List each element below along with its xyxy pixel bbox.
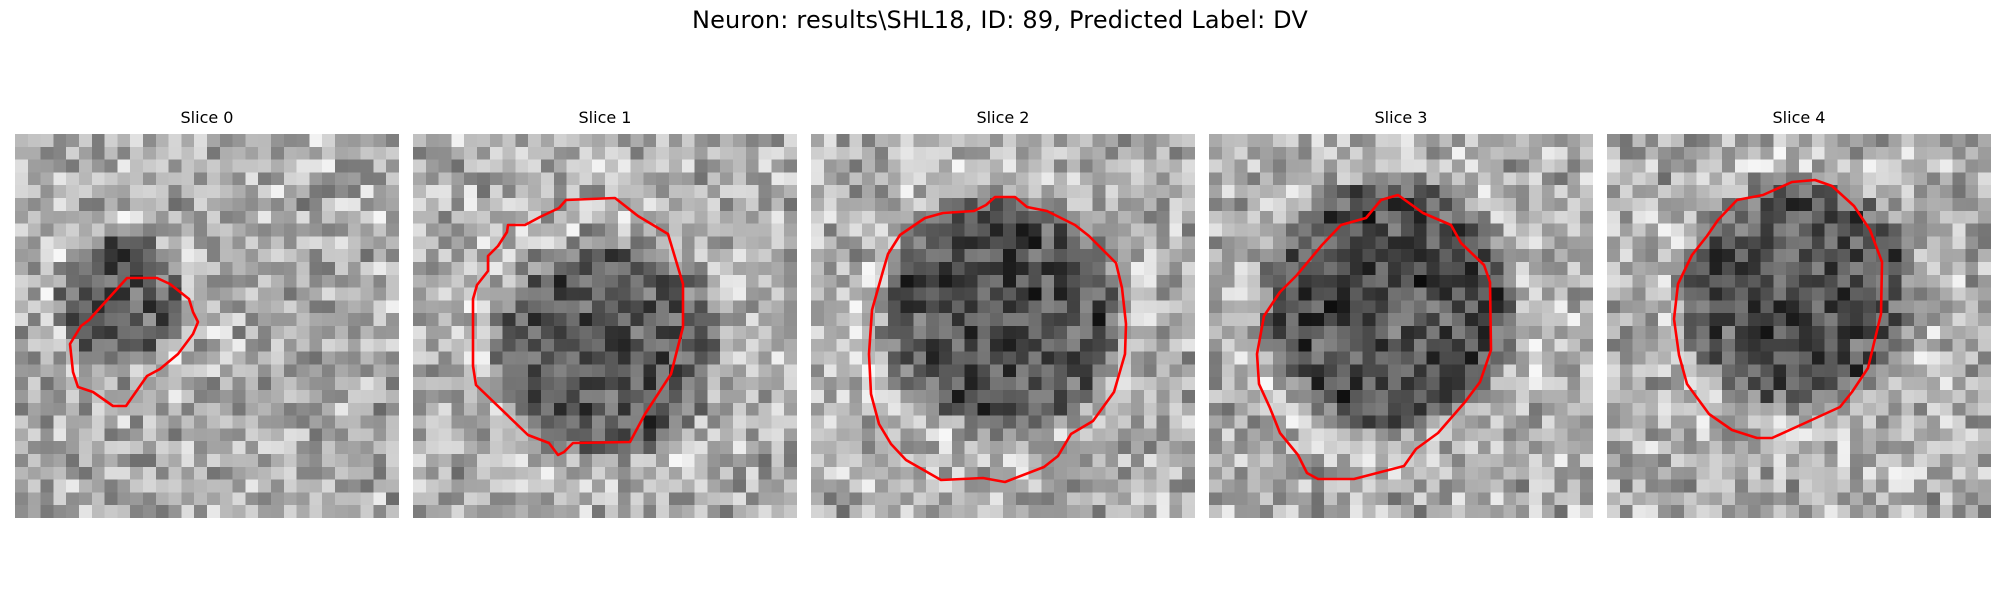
- slice-image-4: [1607, 134, 1991, 518]
- slice-panel-0: Slice 0: [15, 108, 399, 520]
- slice-pixels: [1607, 134, 1991, 518]
- segmentation-contour: [1672, 178, 1884, 440]
- slice-pixels: [413, 134, 797, 518]
- slice-image-1: [413, 134, 797, 518]
- slice-title-2: Slice 2: [976, 108, 1030, 127]
- segmentation-contour: [1255, 193, 1493, 481]
- slice-pixels: [1209, 134, 1593, 518]
- figure-title: Neuron: results\SHL18, ID: 89, Predicted…: [691, 6, 1309, 34]
- slice-title-1: Slice 1: [578, 108, 632, 127]
- segmentation-contour: [471, 196, 685, 457]
- slice-title-0: Slice 0: [180, 108, 234, 127]
- slice-pixels: [15, 134, 399, 518]
- slice-title-3: Slice 3: [1374, 108, 1428, 127]
- slice-panel-3: Slice 3: [1209, 108, 1593, 520]
- segmentation-contour: [867, 195, 1128, 484]
- slice-image-3: [1209, 134, 1593, 518]
- slice-title-4: Slice 4: [1772, 108, 1826, 127]
- slice-panel-4: Slice 4: [1607, 108, 1991, 520]
- slice-panel-2: Slice 2: [811, 108, 1195, 520]
- slice-pixels: [811, 134, 1195, 518]
- slice-image-0: [15, 134, 399, 518]
- segmentation-contour: [68, 276, 200, 408]
- slice-panel-1: Slice 1: [413, 108, 797, 520]
- slice-image-2: [811, 134, 1195, 518]
